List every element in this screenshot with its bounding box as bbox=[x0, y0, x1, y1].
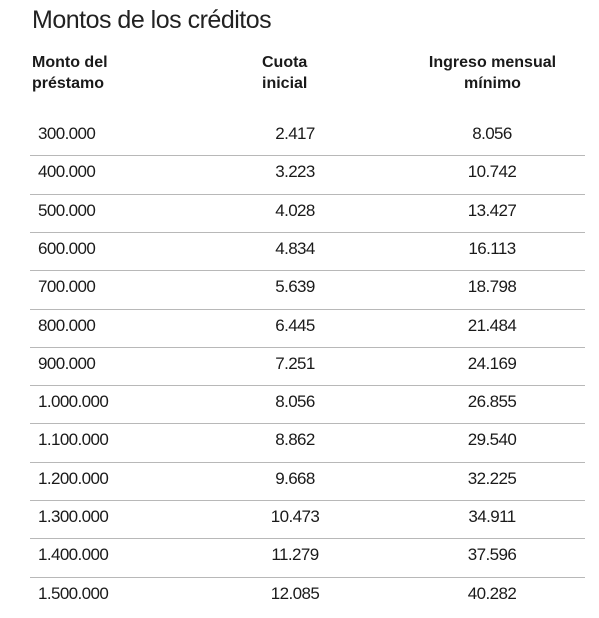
cell: 1.300.000 bbox=[38, 507, 109, 526]
cell: 6.445 bbox=[275, 315, 315, 335]
cell: 4.028 bbox=[275, 200, 315, 220]
row-separator bbox=[30, 193, 585, 195]
cell: 5.639 bbox=[275, 277, 315, 297]
column-header: Ingreso mensual mínimo bbox=[428, 54, 557, 92]
cell: 700.000 bbox=[38, 277, 96, 297]
cell: 1.200.000 bbox=[38, 468, 109, 488]
row-separator bbox=[30, 576, 585, 578]
cell: 34.911 bbox=[468, 507, 516, 526]
cell: 1.500.000 bbox=[38, 583, 109, 603]
cell: 16.113 bbox=[468, 238, 516, 258]
row-separator bbox=[30, 155, 585, 157]
cell: 10.742 bbox=[467, 162, 517, 182]
cell: 4.834 bbox=[275, 238, 315, 258]
cell: 37.596 bbox=[467, 545, 517, 565]
cell: 13.427 bbox=[467, 200, 517, 220]
cell: 11.279 bbox=[271, 545, 319, 565]
column-header: Monto del préstamo bbox=[32, 54, 108, 92]
cell: 40.282 bbox=[467, 583, 517, 603]
title: Montos de los créditos bbox=[32, 6, 272, 34]
cell: 9.668 bbox=[275, 468, 315, 488]
cell: 24.169 bbox=[467, 353, 517, 373]
cell: 29.540 bbox=[467, 430, 517, 450]
row-separator bbox=[30, 538, 585, 540]
cell: 400.000 bbox=[38, 162, 96, 182]
cell: 800.000 bbox=[38, 315, 96, 335]
cell: 26.855 bbox=[467, 392, 517, 412]
cell: 1.100.000 bbox=[38, 430, 109, 450]
row-separator bbox=[30, 346, 585, 348]
cell: 300.000 bbox=[38, 124, 96, 143]
cell: 32.225 bbox=[467, 468, 517, 488]
row-separator bbox=[30, 385, 585, 387]
row-separator bbox=[30, 308, 585, 310]
cell: 10.473 bbox=[270, 507, 320, 526]
row-separator bbox=[30, 461, 585, 463]
cell: 900.000 bbox=[38, 353, 96, 373]
cell: 18.798 bbox=[467, 277, 517, 297]
cell: 1.000.000 bbox=[38, 392, 109, 412]
row-separator bbox=[30, 423, 585, 425]
row-separator bbox=[30, 270, 585, 272]
cell: 1.400.000 bbox=[38, 545, 109, 565]
cell: 21.484 bbox=[467, 315, 517, 335]
cell: 500.000 bbox=[38, 200, 96, 220]
column-header: Cuota inicial bbox=[262, 54, 308, 92]
cell: 8.056 bbox=[472, 124, 512, 143]
cell: 3.223 bbox=[275, 162, 315, 182]
cell: 12.085 bbox=[270, 583, 320, 603]
cell: 8.056 bbox=[275, 392, 315, 412]
cell: 2.417 bbox=[275, 124, 315, 143]
cell: 7.251 bbox=[275, 353, 315, 373]
row-separator bbox=[30, 500, 585, 501]
cell: 8.862 bbox=[275, 430, 315, 450]
cell: 600.000 bbox=[38, 238, 96, 258]
row-separator bbox=[30, 231, 585, 233]
